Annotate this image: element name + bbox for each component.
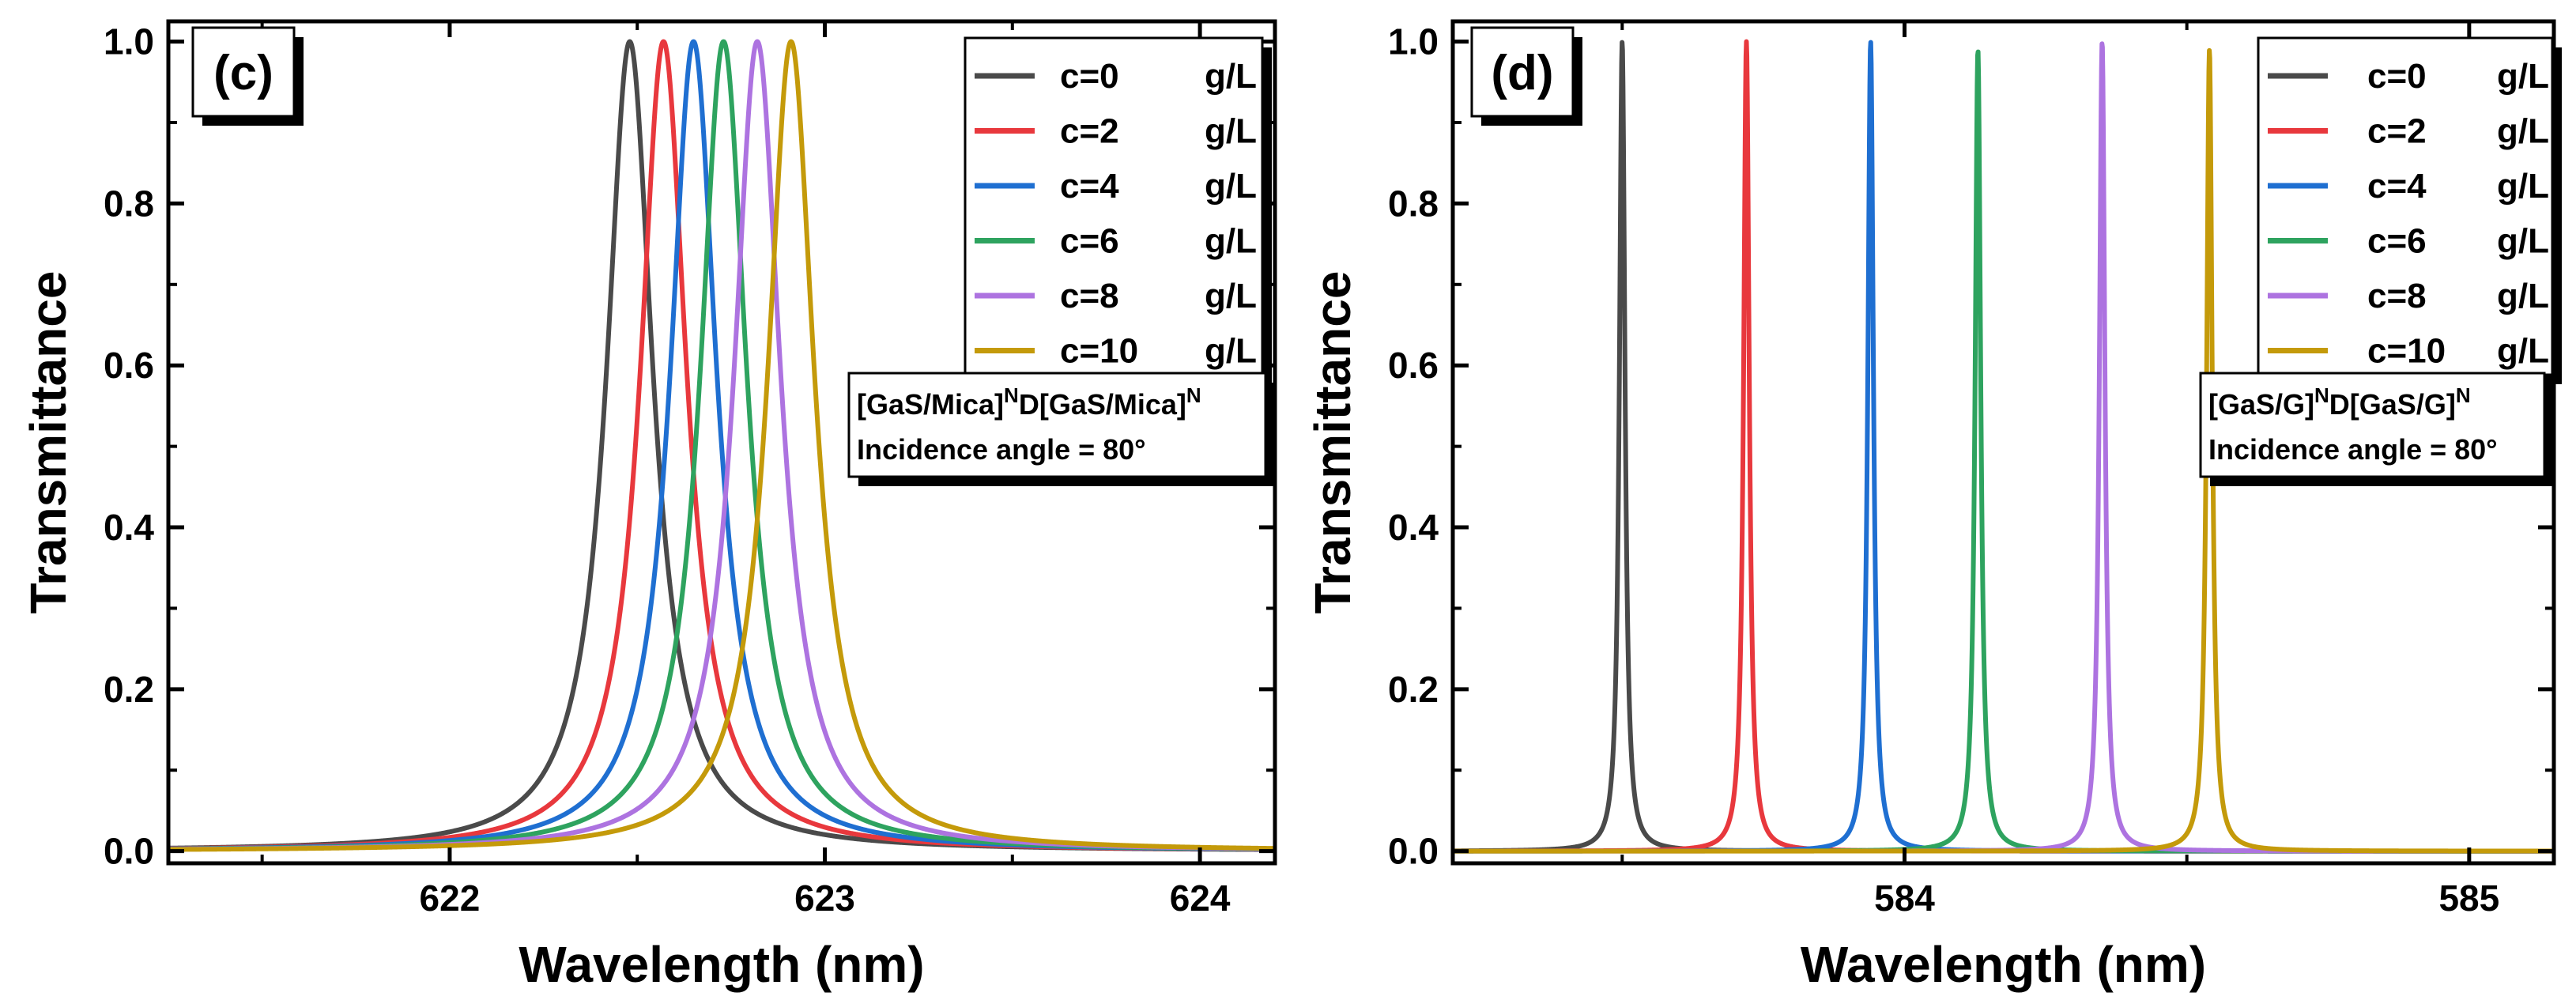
legend-label-c-2: c=2 <box>2367 112 2427 151</box>
x-tick-label: 623 <box>794 878 855 919</box>
x-tick-label: 622 <box>420 878 481 919</box>
legend: c=0 g/L c=2 g/L c=4 g/L c=6 g/L c=8 g/L c=10 g/L <box>964 36 1272 384</box>
legend-label-c-4: c=4 <box>2367 167 2427 206</box>
series-line-c-10 <box>1453 47 2554 854</box>
legend-unit: g/L <box>2497 277 2549 315</box>
legend-label-c-0: c=0 <box>1060 57 1119 96</box>
annotation-box-frame <box>847 372 1267 478</box>
legend-label-c-6: c=6 <box>2367 222 2427 261</box>
legend-label-c-6: c=6 <box>1060 222 1119 261</box>
panel-label: (c) <box>213 46 273 100</box>
legend-unit: g/L <box>1205 112 1257 151</box>
annotation-superscript: N <box>1004 383 1019 407</box>
legend-label-c-10: c=10 <box>1060 332 1138 371</box>
x-axis-title: Wavelength (nm) <box>519 936 924 993</box>
legend-unit: g/L <box>1205 167 1257 206</box>
x-tick-label: 585 <box>2438 878 2499 919</box>
legend-label-c-2: c=2 <box>1060 112 1119 151</box>
y-tick-label: 0.0 <box>1388 831 1439 872</box>
legend-frame <box>964 36 1264 376</box>
legend-label-c-8: c=8 <box>2367 277 2427 315</box>
annotation-superscript: N <box>2314 383 2329 407</box>
annotation-text: Incidence angle = 80° <box>857 433 1146 466</box>
y-tick-label: 0.6 <box>1388 345 1439 386</box>
panel-label-box: (c) <box>191 26 304 126</box>
y-tick-label: 0.8 <box>104 183 154 224</box>
y-tick-label: 0.4 <box>104 507 154 548</box>
annotation-line: [GaS/Mica]ND[GaS/Mica]N <box>857 383 1201 421</box>
annotation-text: Incidence angle = 80° <box>2208 433 2498 466</box>
legend-frame <box>2257 36 2554 376</box>
legend-unit: g/L <box>2497 332 2549 371</box>
y-axis-title: Transmittance <box>1304 271 1361 614</box>
panel-d: 0.0 0.2 0.4 0.6 0.8 1.0 584 585 Wavelength (nm) T… <box>1304 19 2562 993</box>
legend-unit: g/L <box>1205 222 1257 261</box>
legend-unit: g/L <box>2497 112 2549 151</box>
annotation-superscript: N <box>1186 383 1201 407</box>
legend-unit: g/L <box>1205 277 1257 315</box>
y-tick-label: 1.0 <box>1388 21 1439 62</box>
legend-unit: g/L <box>1205 57 1257 96</box>
y-tick-label: 0.8 <box>1388 183 1439 224</box>
annotation-line: Incidence angle = 80° <box>857 433 1146 466</box>
x-tick-label: 584 <box>1874 878 1935 919</box>
legend-unit: g/L <box>2497 222 2549 261</box>
legend-label-c-10: c=10 <box>2367 332 2446 371</box>
panel-label-box-frame <box>191 26 296 118</box>
y-tick-label: 0.0 <box>104 831 154 872</box>
panel-label-box: (d) <box>1470 26 1582 126</box>
y-tick-label: 1.0 <box>104 21 154 62</box>
y-tick-label: 0.2 <box>1388 669 1439 710</box>
plot-area <box>168 39 1275 852</box>
annotation-superscript: N <box>2456 383 2471 407</box>
y-tick-label: 0.6 <box>104 345 154 386</box>
y-axis-title: Transmittance <box>20 271 77 614</box>
y-tick-label: 0.2 <box>104 669 154 710</box>
legend: c=0 g/L c=2 g/L c=4 g/L c=6 g/L c=8 g/L c=10 g/L <box>2257 36 2562 384</box>
legend-label-c-4: c=4 <box>1060 167 1119 206</box>
annotation-text: [GaS/G] <box>2208 388 2314 421</box>
panel-c: 0.0 0.2 0.4 0.6 0.8 1.0 622 623 624 Wavelength (n… <box>20 19 1277 993</box>
y-tick-label: 0.4 <box>1388 507 1439 548</box>
legend-unit: g/L <box>2497 57 2549 96</box>
x-tick-label: 624 <box>1170 878 1231 919</box>
annotation-text: D[GaS/Mica] <box>1019 388 1186 421</box>
plot-area <box>1453 39 2554 854</box>
annotation-line: Incidence angle = 80° <box>2208 433 2498 466</box>
panel-label: (d) <box>1491 46 1553 100</box>
annotation-line: [GaS/G]ND[GaS/G]N <box>2208 383 2471 421</box>
legend-label-c-8: c=8 <box>1060 277 1119 315</box>
annotation-text: D[GaS/G] <box>2329 388 2456 421</box>
series-line-c-10 <box>168 39 1275 852</box>
annotation-box-frame <box>2199 372 2546 478</box>
legend-unit: g/L <box>1205 332 1257 371</box>
panel-label-box-frame <box>1470 26 1575 118</box>
x-axis-title: Wavelength (nm) <box>1801 936 2206 993</box>
legend-label-c-0: c=0 <box>2367 57 2427 96</box>
annotation-text: [GaS/Mica] <box>857 388 1004 421</box>
legend-unit: g/L <box>2497 167 2549 206</box>
